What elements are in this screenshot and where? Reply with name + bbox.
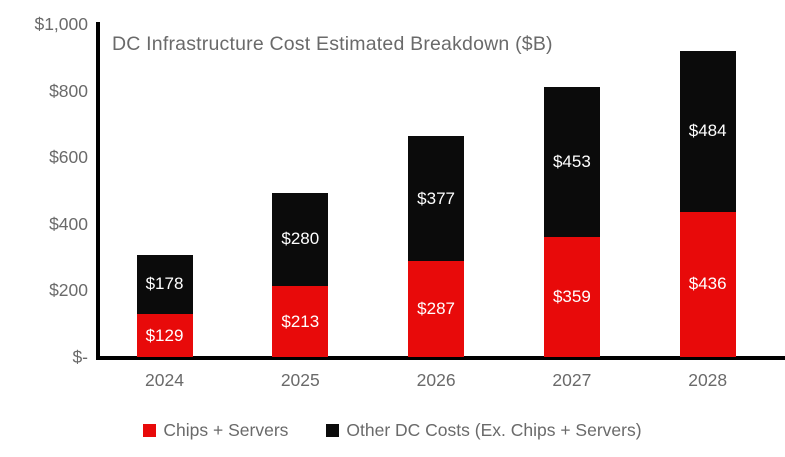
y-tick-label: $400	[49, 213, 88, 234]
bar-data-label: $178	[145, 274, 184, 294]
bar-segment-2028-series1: $436	[679, 211, 736, 357]
x-tick-label: 2024	[145, 370, 184, 390]
y-tick-label: $800	[49, 80, 88, 101]
bar-data-label: $377	[417, 188, 455, 208]
bar-data-label: $129	[145, 325, 184, 345]
bar-segment-2025-series1: $213	[272, 286, 329, 357]
legend-item-series2: Other DC Costs (Ex. Chips + Servers)	[326, 420, 642, 441]
y-tick-label: $600	[49, 147, 88, 168]
y-tick-label: $1,000	[34, 14, 88, 34]
y-axis-line	[96, 22, 100, 359]
bar-segment-2025-series2: $280	[272, 192, 329, 287]
legend-swatch-icon	[326, 424, 340, 437]
legend-swatch-icon	[143, 424, 157, 437]
bar-segment-2027-series1: $359	[543, 237, 600, 357]
x-tick-label: 2026	[416, 370, 456, 390]
legend-item-series1: Chips + Servers	[143, 420, 288, 441]
legend-label: Chips + Servers	[163, 420, 289, 440]
bar-data-label: $453	[552, 152, 591, 172]
bar-segment-2028-series2: $484	[679, 50, 736, 212]
x-tick-label: 2027	[552, 370, 592, 390]
legend: Chips + Servers Other DC Costs (Ex. Chips…	[0, 420, 785, 441]
x-axis-line	[96, 356, 785, 360]
chart-title: DC Infrastructure Cost Estimated Breakdo…	[112, 33, 553, 55]
bar-data-label: $213	[281, 311, 320, 331]
bar-data-label: $484	[688, 121, 727, 141]
bar-data-label: $359	[552, 287, 591, 307]
y-tick-label: $200	[49, 280, 88, 301]
bar-data-label: $436	[688, 274, 727, 294]
bar-data-label: $287	[417, 299, 455, 319]
x-tick-label: 2025	[280, 370, 320, 390]
legend-label: Other DC Costs (Ex. Chips + Servers)	[346, 420, 642, 440]
bar-segment-2024-series2: $178	[136, 254, 193, 315]
bar-segment-2024-series1: $129	[136, 314, 193, 357]
x-tick-label: 2028	[688, 370, 728, 390]
bar-segment-2026-series2: $377	[408, 135, 465, 262]
y-tick-label: $-	[72, 347, 88, 367]
bar-segment-2027-series2: $453	[543, 86, 600, 238]
bar-data-label: $280	[281, 229, 320, 249]
bar-segment-2026-series1: $287	[408, 261, 465, 357]
